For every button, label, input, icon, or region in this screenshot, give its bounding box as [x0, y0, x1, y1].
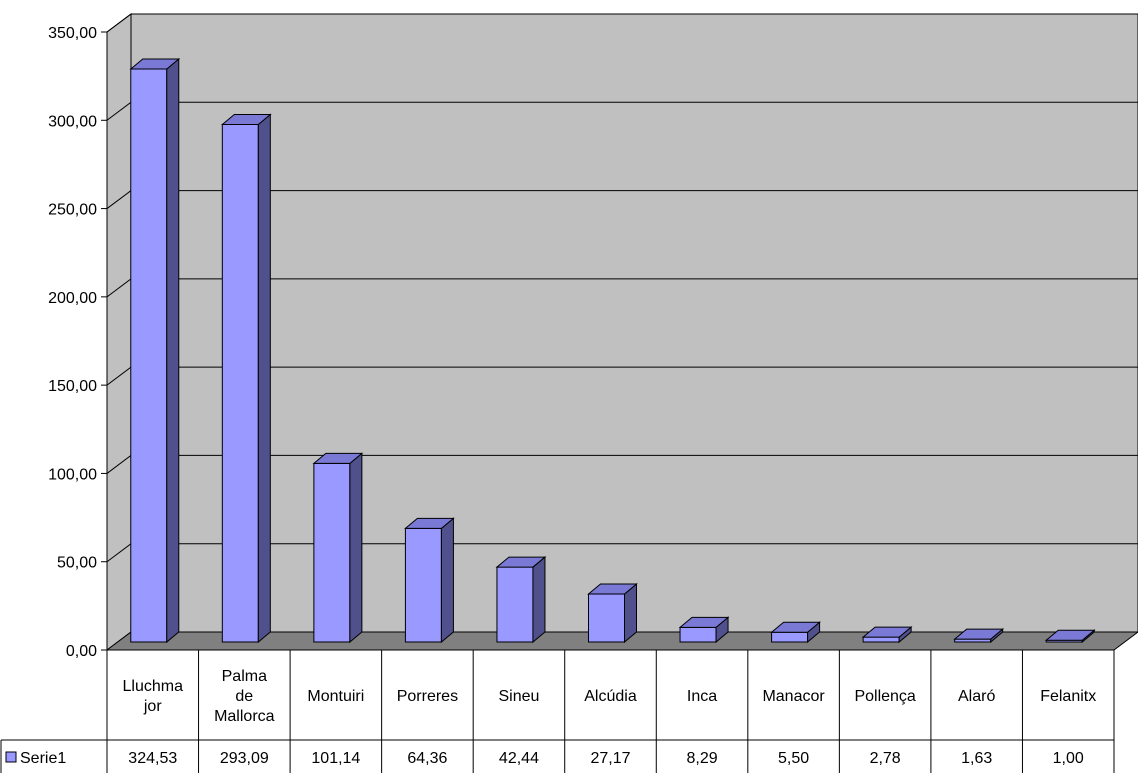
bar	[495, 555, 547, 644]
bar-top	[220, 113, 272, 125]
legend-series-name: Serie1	[20, 750, 66, 767]
y-tick-label: 350,00	[48, 25, 97, 42]
y-tick-label: 50,00	[57, 555, 97, 572]
data-value-label: 27,17	[590, 750, 630, 767]
bar	[770, 621, 821, 644]
bar-top	[770, 621, 821, 633]
y-tick-label: 100,00	[48, 466, 97, 483]
x-category-label: Alcúdia	[584, 688, 637, 705]
bar	[312, 452, 364, 644]
gridline-side	[106, 455, 132, 474]
bar-top	[678, 616, 730, 628]
y-tick-label: 200,00	[48, 290, 97, 307]
x-category-label: Felanitx	[1040, 688, 1096, 705]
bar-top	[1044, 629, 1096, 641]
bar-top	[953, 628, 1005, 640]
bar	[678, 616, 730, 644]
bar-front	[221, 123, 259, 643]
data-value-label: 8,29	[686, 750, 717, 767]
bar-front	[771, 631, 809, 643]
x-category-label: Montuiri	[307, 688, 364, 705]
bar-front	[496, 566, 534, 643]
bar-front	[588, 593, 625, 643]
y-tick-label: 250,00	[48, 202, 97, 219]
data-value-label: 2,78	[870, 750, 901, 767]
gridline-side	[106, 13, 132, 33]
bar-side	[349, 452, 363, 644]
gridline-side	[106, 543, 132, 563]
gridlines	[106, 13, 1138, 563]
data-value-label: 324,53	[128, 750, 177, 767]
gridline-side	[106, 101, 132, 121]
bar	[587, 582, 638, 644]
data-value-label: 64,36	[407, 750, 447, 767]
bar-top	[312, 452, 364, 464]
x-category-label: Sineu	[498, 688, 539, 705]
data-value-label: 5,50	[778, 750, 809, 767]
bar-top	[495, 556, 547, 568]
bar-front	[130, 68, 168, 643]
bar	[1044, 629, 1096, 644]
bar-top	[129, 58, 181, 70]
x-category-label: Pollença	[854, 688, 915, 705]
x-category-label: Palma	[222, 668, 267, 685]
bar-side	[166, 57, 180, 644]
gridline-side	[106, 366, 132, 386]
y-tick-label: 0,00	[66, 643, 97, 660]
bar-front	[404, 527, 442, 643]
bar-top	[861, 626, 913, 638]
back-wall	[130, 13, 1138, 633]
bars	[129, 57, 1096, 644]
x-category-label: Lluchma	[123, 678, 184, 695]
x-category-label: jor	[143, 698, 162, 715]
bar-front	[313, 462, 351, 643]
y-tick-label: 150,00	[48, 378, 97, 395]
bar	[129, 57, 181, 644]
bar-top	[587, 583, 638, 595]
bar	[220, 113, 272, 644]
x-category-label: Alaró	[958, 688, 995, 705]
gridline-side	[106, 190, 132, 209]
x-category-label: de	[235, 688, 253, 705]
data-table: Lluchma jor Palma de Mallorca Montuiri Porrere…	[0, 649, 1115, 773]
bar-front	[862, 636, 900, 643]
bar-top	[404, 517, 455, 529]
bar-side	[440, 517, 454, 644]
bar-side	[257, 113, 271, 644]
x-category-label: Porreres	[397, 688, 458, 705]
x-category-label: Manacor	[762, 688, 825, 705]
data-value-label: 1,00	[1053, 750, 1084, 767]
data-value-label: 42,44	[499, 750, 539, 767]
legend-swatch	[5, 751, 17, 763]
data-value-label: 1,63	[961, 750, 992, 767]
gridline-side	[106, 278, 132, 298]
y-tick-label: 300,00	[48, 113, 97, 130]
bar-front	[679, 626, 717, 643]
bar	[861, 626, 913, 644]
side-wall	[106, 13, 132, 651]
bar	[404, 517, 455, 644]
x-category-label: Inca	[687, 688, 717, 705]
data-value-label: 293,09	[220, 750, 269, 767]
bar	[953, 628, 1005, 644]
y-axis: 0,00 50,00 100,00 150,00 200,00 250,00 300,00 3…	[48, 25, 108, 660]
x-category-label: Mallorca	[214, 708, 275, 725]
data-value-label: 101,14	[311, 750, 360, 767]
bar-side	[532, 555, 546, 644]
